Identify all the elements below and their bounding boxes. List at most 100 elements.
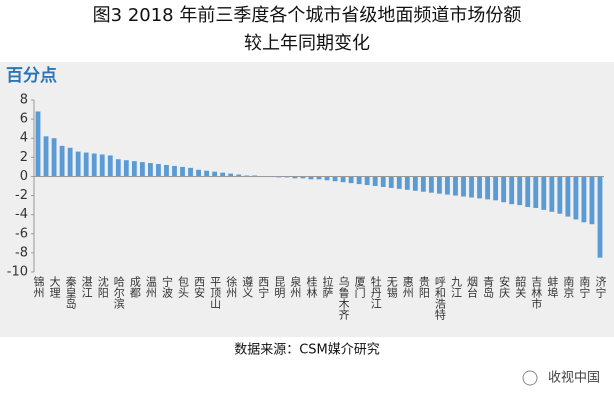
x-tick-label: 拉萨 [321, 275, 334, 299]
bar [340, 176, 346, 183]
bar [396, 176, 402, 189]
bar [541, 176, 547, 210]
x-tick-label: 九江 [449, 276, 462, 298]
x-tick-label: 大理 [48, 275, 61, 298]
x-tick-label: 沈阳 [96, 275, 109, 298]
x-tick-label: 无锡 [385, 276, 398, 299]
bar [380, 176, 386, 187]
x-tick-label: 包头 [177, 276, 190, 298]
x-tick-label: 厦门 [353, 276, 366, 299]
bar [164, 164, 169, 177]
x-tick-label: 秦皇岛 [64, 275, 77, 310]
bar [557, 176, 563, 214]
bar [445, 176, 450, 195]
x-tick-label: 安庆 [498, 275, 511, 299]
bar [469, 176, 474, 198]
bar [139, 162, 145, 177]
bar [156, 164, 161, 177]
bar [292, 176, 298, 179]
y-tick-label: 0 [20, 169, 28, 184]
bar [115, 159, 121, 177]
bar [428, 176, 434, 193]
watermark-icon [522, 370, 538, 386]
bar [83, 152, 89, 177]
bar [581, 176, 587, 223]
bar [533, 176, 539, 208]
x-tick-label: 呼和浩特 [433, 276, 446, 320]
bar [404, 176, 410, 190]
bar [437, 176, 442, 194]
bar [573, 176, 579, 220]
bar [420, 176, 426, 192]
bar [91, 153, 97, 177]
source: 数据来源：CSM媒介研究 [234, 343, 380, 358]
y-axis-label: 百分点 [6, 65, 57, 86]
bar [589, 176, 595, 225]
bar [99, 154, 105, 177]
bar [372, 176, 378, 186]
x-tick-label: 西宁 [257, 276, 270, 298]
chart-title: 图3 2018 年前三季度各个城市省级地面频道市场份额 [93, 5, 522, 26]
bar [220, 172, 226, 177]
bar [549, 176, 555, 212]
x-tick-label: 锦州 [32, 275, 45, 298]
bar [324, 176, 330, 181]
x-tick-label: 青岛 [482, 276, 495, 299]
y-tick-label: -2 [15, 188, 28, 203]
x-tick-label: 遵义 [241, 275, 254, 298]
bar [212, 171, 218, 177]
watermark: 收视中国 [548, 371, 600, 386]
bar [453, 176, 458, 196]
x-tick-label: 乌鲁木齐 [337, 275, 350, 321]
bar [107, 155, 113, 177]
bar [477, 176, 482, 199]
bar [148, 163, 153, 177]
bar [348, 176, 354, 184]
bar [300, 176, 306, 179]
bar [509, 176, 515, 205]
bar [228, 173, 234, 177]
bar [308, 176, 314, 180]
x-tick-label: 烟台 [466, 275, 479, 298]
x-tick-label: 成都 [128, 276, 141, 298]
x-tick-label: 南宁 [578, 276, 591, 298]
x-tick-label: 桂林 [305, 275, 318, 298]
bar [485, 176, 490, 200]
y-tick-label: 2 [20, 150, 28, 165]
y-tick-label: -10 [7, 265, 28, 280]
bar [412, 176, 418, 191]
y-tick-label: -8 [15, 245, 28, 260]
x-tick-label: 湛江 [80, 276, 93, 298]
bar [196, 169, 201, 177]
y-tick-label: -6 [15, 226, 28, 241]
bar [565, 176, 571, 217]
bar [180, 166, 185, 177]
y-tick-label: -4 [15, 207, 28, 222]
bar [59, 145, 65, 177]
x-tick-label: 韶关 [514, 275, 527, 299]
bar [75, 151, 81, 177]
x-tick-label: 徐州 [225, 275, 238, 298]
y-tick-label: 6 [20, 112, 28, 127]
chart-subtitle: 较上年同期变化 [244, 33, 370, 54]
bar [204, 170, 210, 177]
x-tick-label: 泉州 [289, 275, 302, 298]
bar [493, 176, 499, 201]
bar [597, 176, 603, 258]
bar [388, 176, 394, 188]
bar [517, 176, 523, 206]
x-tick-label: 哈尔滨 [112, 276, 125, 310]
bar [131, 161, 137, 177]
x-tick-label: 平顶山 [209, 276, 222, 309]
bar [501, 176, 507, 203]
y-tick-label: 8 [20, 93, 28, 108]
x-tick-label: 蚌埠 [546, 276, 559, 299]
bar [316, 176, 322, 180]
x-tick-label: 吉林市 [530, 276, 543, 310]
bar [51, 138, 57, 177]
bar [332, 176, 338, 182]
bar [35, 111, 41, 177]
bar [67, 147, 73, 177]
